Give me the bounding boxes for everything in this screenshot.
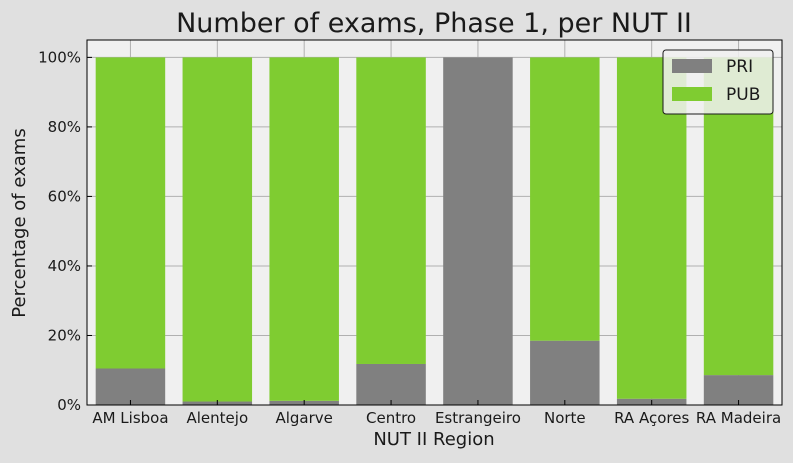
chart-title: Number of exams, Phase 1, per NUT II (176, 8, 692, 39)
bar-pub-norte (530, 57, 600, 341)
x-tick-label: Norte (544, 409, 586, 427)
plot-frame (86, 39, 783, 406)
y-tick-label: 100% (38, 48, 81, 66)
x-tick-label: Estrangeiro (435, 409, 521, 427)
axis-ticks: 0% 20% 40% 60% 80% 100% AM Lisboa Alentejo Algar… (38, 48, 781, 427)
x-tick-label: Centro (366, 409, 416, 427)
legend: PRI PUB (662, 49, 774, 115)
bar-pri-am-lisboa (95, 368, 166, 405)
legend-swatch-pri (672, 59, 712, 73)
bar-pri-centro (356, 363, 426, 405)
x-axis-label: NUT II Region (373, 429, 494, 450)
x-tick-label: Alentejo (187, 409, 249, 427)
x-tick-label: AM Lisboa (92, 409, 168, 427)
y-tick-label: 0% (57, 396, 81, 414)
x-tick-label: Algarve (275, 409, 332, 427)
legend-label-pub: PUB (726, 85, 760, 105)
x-tick-label: RA Açores (614, 409, 689, 427)
y-axis-label: Percentage of exams (9, 128, 30, 317)
y-tick-label: 80% (48, 118, 81, 136)
y-tick-label: 60% (48, 187, 81, 205)
bar-pri-estrangeiro (443, 57, 513, 405)
bar-pri-norte (530, 340, 600, 405)
bar-pub-am-lisboa (95, 57, 166, 369)
bar-pub-algarve (269, 57, 339, 401)
legend-swatch-pub (672, 87, 712, 101)
bars (95, 57, 774, 405)
x-tick-label: RA Madeira (696, 409, 781, 427)
bar-pub-alentejo (182, 57, 253, 402)
bar-pub-centro (356, 57, 426, 364)
y-tick-label: 40% (48, 257, 81, 275)
legend-label-pri: PRI (726, 57, 753, 77)
y-tick-label: 20% (48, 326, 81, 344)
